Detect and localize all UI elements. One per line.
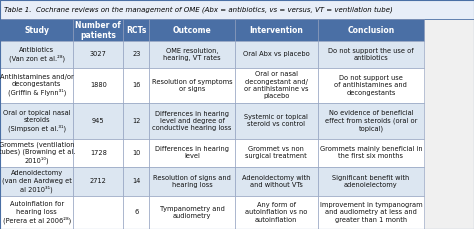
Text: 1728: 1728 xyxy=(90,150,107,156)
Bar xyxy=(123,41,149,68)
Text: Study: Study xyxy=(24,26,49,35)
Text: Resolution of symptoms
or signs: Resolution of symptoms or signs xyxy=(152,79,232,92)
Text: No evidence of beneficial
effect from steroids (oral or
topical): No evidence of beneficial effect from st… xyxy=(325,110,417,131)
Text: Grommet vs non
surgical treatment: Grommet vs non surgical treatment xyxy=(245,146,307,159)
Text: 945: 945 xyxy=(92,118,105,124)
Bar xyxy=(0,139,73,167)
Bar xyxy=(0,41,73,68)
Bar xyxy=(123,167,149,196)
Text: OME resolution,
hearing, VT rates: OME resolution, hearing, VT rates xyxy=(163,48,221,61)
Bar xyxy=(149,139,235,167)
Text: Table 1.  Cochrane reviews on the management of OME (Abx = antibiotics, vs = ver: Table 1. Cochrane reviews on the managem… xyxy=(4,6,392,13)
Bar xyxy=(149,196,235,229)
Text: 6: 6 xyxy=(134,209,138,215)
Text: Adenoidectomy with
and without VTs: Adenoidectomy with and without VTs xyxy=(242,175,310,188)
Text: 2712: 2712 xyxy=(90,178,107,185)
Text: Any form of
autoinflation vs no
autoinflation: Any form of autoinflation vs no autoinfl… xyxy=(245,202,307,223)
Bar xyxy=(123,139,149,167)
Text: Antihistamines and/or
decongestants
(Griffin & Flynn³¹): Antihistamines and/or decongestants (Gri… xyxy=(0,74,73,96)
Text: Differences in hearing
level and degree of
conductive hearing loss: Differences in hearing level and degree … xyxy=(152,111,232,131)
Bar xyxy=(235,103,318,139)
Text: Significant benefit with
adenoielectomy: Significant benefit with adenoielectomy xyxy=(332,175,410,188)
Bar xyxy=(0,103,73,139)
Bar xyxy=(149,68,235,103)
Bar xyxy=(318,103,424,139)
Text: Differences in hearing
level: Differences in hearing level xyxy=(155,146,229,159)
Text: Oral or topical nasal
steroids
(Simpson et al.³¹): Oral or topical nasal steroids (Simpson … xyxy=(3,110,71,132)
Bar xyxy=(0,196,73,229)
Text: Resolution of signs and
hearing loss: Resolution of signs and hearing loss xyxy=(153,175,231,188)
Bar xyxy=(318,196,424,229)
Text: Outcome: Outcome xyxy=(173,26,211,35)
Text: Grommets (ventilation
tubes) (Browning et al.
2010¹⁰): Grommets (ventilation tubes) (Browning e… xyxy=(0,141,75,164)
Bar xyxy=(235,41,318,68)
Bar xyxy=(149,41,235,68)
Bar xyxy=(73,196,123,229)
Bar xyxy=(73,68,123,103)
Bar xyxy=(123,19,149,41)
Text: Tympanometry and
audiometry: Tympanometry and audiometry xyxy=(160,206,224,219)
Text: Oral or nasal
decongestant and/
or antihistamine vs
placebo: Oral or nasal decongestant and/ or antih… xyxy=(244,71,309,99)
Text: Systemic or topical
steroid vs control: Systemic or topical steroid vs control xyxy=(244,114,308,127)
Bar xyxy=(0,19,73,41)
Text: Do not support use
of antihistamines and
decongestants: Do not support use of antihistamines and… xyxy=(335,75,407,95)
Bar xyxy=(235,196,318,229)
Bar xyxy=(318,139,424,167)
Text: 10: 10 xyxy=(132,150,140,156)
Text: 3027: 3027 xyxy=(90,51,107,57)
Text: Autoinflation for
hearing loss
(Perera et al 2006²⁸): Autoinflation for hearing loss (Perera e… xyxy=(3,201,71,224)
Bar xyxy=(235,68,318,103)
Text: Intervention: Intervention xyxy=(249,26,303,35)
Text: 16: 16 xyxy=(132,82,140,88)
Bar xyxy=(149,19,235,41)
Text: RCTs: RCTs xyxy=(126,26,146,35)
Bar xyxy=(149,167,235,196)
Bar xyxy=(73,139,123,167)
Text: 23: 23 xyxy=(132,51,140,57)
Text: Improvement in tympanogram
and audiometry at less and
greater than 1 month: Improvement in tympanogram and audiometr… xyxy=(319,202,422,223)
Text: Number of
patients: Number of patients xyxy=(75,21,121,40)
Text: Antibiotics
(Van zon et al.²⁸): Antibiotics (Van zon et al.²⁸) xyxy=(9,47,65,62)
Text: 1880: 1880 xyxy=(90,82,107,88)
Text: Grommets mainly beneficial in
the first six months: Grommets mainly beneficial in the first … xyxy=(319,146,422,159)
Bar xyxy=(123,103,149,139)
Bar xyxy=(73,103,123,139)
Bar xyxy=(235,139,318,167)
Text: Oral Abx vs placebo: Oral Abx vs placebo xyxy=(243,51,310,57)
Bar xyxy=(235,19,318,41)
Bar xyxy=(318,68,424,103)
Bar xyxy=(149,103,235,139)
Bar xyxy=(235,167,318,196)
Text: 12: 12 xyxy=(132,118,140,124)
Bar xyxy=(0,68,73,103)
Text: Conclusion: Conclusion xyxy=(347,26,394,35)
Bar xyxy=(0,0,474,19)
Bar xyxy=(73,19,123,41)
Bar xyxy=(73,167,123,196)
Bar xyxy=(123,196,149,229)
Text: Do not support the use of
antibiotics: Do not support the use of antibiotics xyxy=(328,48,414,61)
Text: Adenoidectomy
(van den Aardweg et
al 2010³¹): Adenoidectomy (van den Aardweg et al 201… xyxy=(2,170,72,193)
Bar xyxy=(73,41,123,68)
Bar xyxy=(318,167,424,196)
Bar xyxy=(318,41,424,68)
Bar xyxy=(318,19,424,41)
Bar xyxy=(0,167,73,196)
Bar xyxy=(123,68,149,103)
Text: 14: 14 xyxy=(132,178,140,185)
